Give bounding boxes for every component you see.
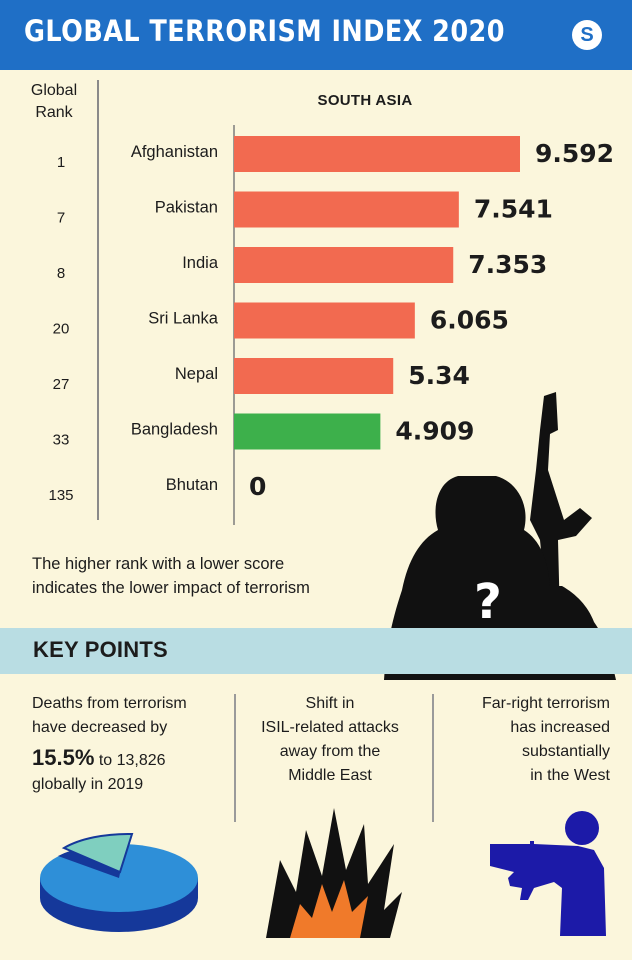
rank-label: 27	[53, 376, 70, 393]
category-label: Afghanistan	[131, 143, 218, 161]
bar	[234, 358, 394, 394]
explosion-icon	[266, 808, 402, 938]
rank-label: 8	[57, 265, 65, 282]
data-label: 4.909	[395, 417, 474, 446]
header-bar: GLOBAL TERRORISM INDEX 2020 S	[0, 0, 632, 70]
category-label: Pakistan	[155, 199, 218, 217]
kp1-line1: Deaths from terrorism	[32, 695, 187, 712]
kp1-line3: 15.5% to 13,826	[32, 746, 232, 773]
note-line2: indicates the lower impact of terrorism	[32, 579, 310, 597]
kp2-line4: Middle East	[288, 767, 372, 784]
bar	[234, 413, 381, 450]
rank-header-line1: Global	[30, 82, 78, 99]
data-label: 7.353	[468, 250, 547, 279]
kp1-line4: globally in 2019	[32, 776, 144, 793]
question-mark-icon: ?	[474, 574, 502, 630]
data-label: 9.592	[535, 139, 614, 168]
key-point-isil: Shift in ISIL-related attacks away from …	[240, 692, 420, 788]
category-label: Sri Lanka	[148, 310, 219, 328]
category-label: Bhutan	[166, 476, 218, 494]
kp3-line3: substantially	[521, 743, 610, 760]
kp1-rest: to 13,826	[94, 752, 166, 769]
category-label: Bangladesh	[131, 421, 218, 439]
bar-chart: 1 Afghanistan 9.592 7 Pakistan 7.541 8 India 7.3…	[48, 125, 614, 525]
chart-title: SOUTH ASIA	[317, 92, 413, 109]
rank-column-header: Global Rank	[22, 80, 86, 124]
data-label: 6.065	[430, 306, 509, 335]
key-points-title: KEY POINTS	[33, 637, 168, 662]
rank-label: 1	[57, 154, 65, 171]
key-point-deaths: Deaths from terrorism have decreased by …	[32, 692, 232, 797]
rank-label: 33	[53, 432, 70, 449]
kp2-line1: Shift in	[305, 695, 355, 712]
rank-label: 7	[57, 210, 65, 227]
chart-note: The higher rank with a lower score indic…	[32, 552, 392, 600]
logo-icon: S	[572, 20, 602, 50]
column-divider	[234, 694, 236, 822]
note-line1: The higher rank with a lower score	[32, 555, 285, 573]
bar	[234, 247, 454, 283]
kp3-line4: in the West	[530, 767, 610, 784]
bar	[234, 302, 415, 339]
kp2-line2: ISIL-related attacks	[261, 719, 399, 736]
kp1-big-percent: 15.5%	[32, 745, 95, 770]
column-divider	[432, 694, 434, 822]
bar	[234, 136, 520, 172]
kp2-line3: away from the	[279, 743, 381, 760]
key-point-far-right: Far-right terrorism has increased substa…	[444, 692, 610, 788]
kp3-line1: Far-right terrorism	[481, 695, 610, 712]
data-label: 0	[249, 472, 266, 501]
page-title: GLOBAL TERRORISM INDEX 2020	[24, 14, 505, 48]
rank-divider-line	[97, 80, 99, 520]
data-label: 5.34	[408, 361, 470, 390]
rank-header-line2: Rank	[35, 104, 73, 121]
rank-label: 20	[53, 321, 70, 338]
bar	[234, 191, 459, 228]
data-label: 7.541	[474, 195, 553, 224]
key-points-band	[0, 628, 632, 674]
category-label: Nepal	[175, 365, 218, 383]
rank-label: 135	[48, 487, 73, 504]
kp3-line2: has increased	[510, 719, 610, 736]
category-label: India	[182, 254, 219, 272]
gunman-icon	[490, 811, 606, 936]
pie-chart-icon	[40, 832, 198, 932]
kp1-line2: have decreased by	[32, 719, 168, 736]
